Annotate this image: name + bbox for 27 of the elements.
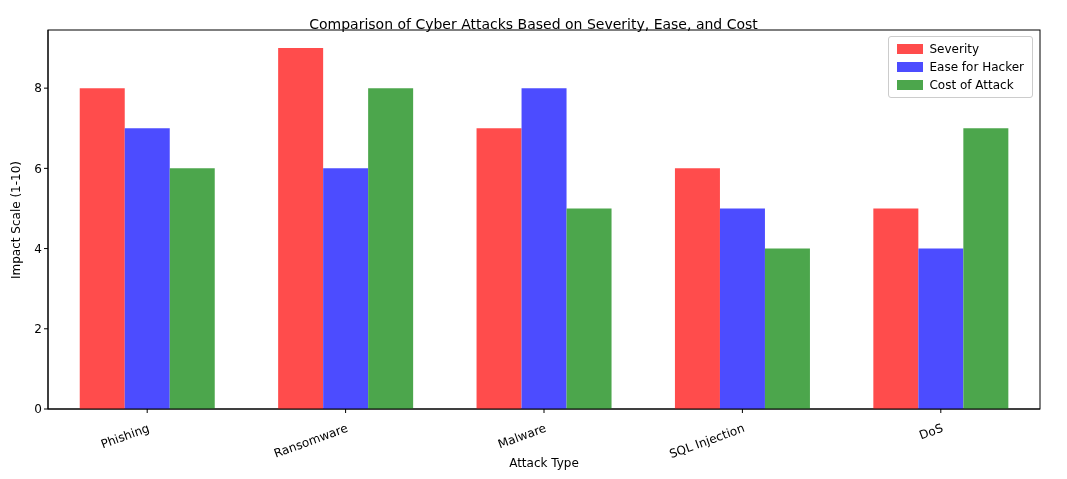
bar (323, 168, 369, 409)
bar (764, 248, 810, 409)
y-tick-label: 4 (34, 241, 42, 256)
bar (521, 88, 567, 409)
y-tick-label: 8 (34, 81, 42, 96)
x-tick-label: DoS (917, 420, 945, 443)
bar (169, 168, 215, 409)
bar (566, 208, 612, 409)
y-tick-label: 6 (34, 161, 42, 176)
bar (368, 88, 414, 409)
y-tick-label: 2 (34, 322, 42, 337)
bar (963, 128, 1009, 409)
legend-label: Cost of Attack (929, 77, 1014, 94)
bar (873, 208, 919, 409)
legend-label: Ease for Hacker (929, 59, 1024, 76)
bar (79, 88, 125, 409)
bar (918, 248, 964, 409)
y-tick-label: 0 (34, 402, 42, 417)
bar (674, 168, 720, 409)
bar (719, 208, 765, 409)
x-axis-title: Attack Type (509, 456, 579, 470)
bar (476, 128, 522, 409)
y-axis-title: Impact Scale (1-10) (9, 160, 24, 279)
legend-label: Severity (929, 41, 980, 58)
bar (124, 128, 170, 409)
bar (278, 48, 324, 409)
chart-title: Comparison of Cyber Attacks Based on Severity, Ease, and Cost (308, 16, 759, 32)
